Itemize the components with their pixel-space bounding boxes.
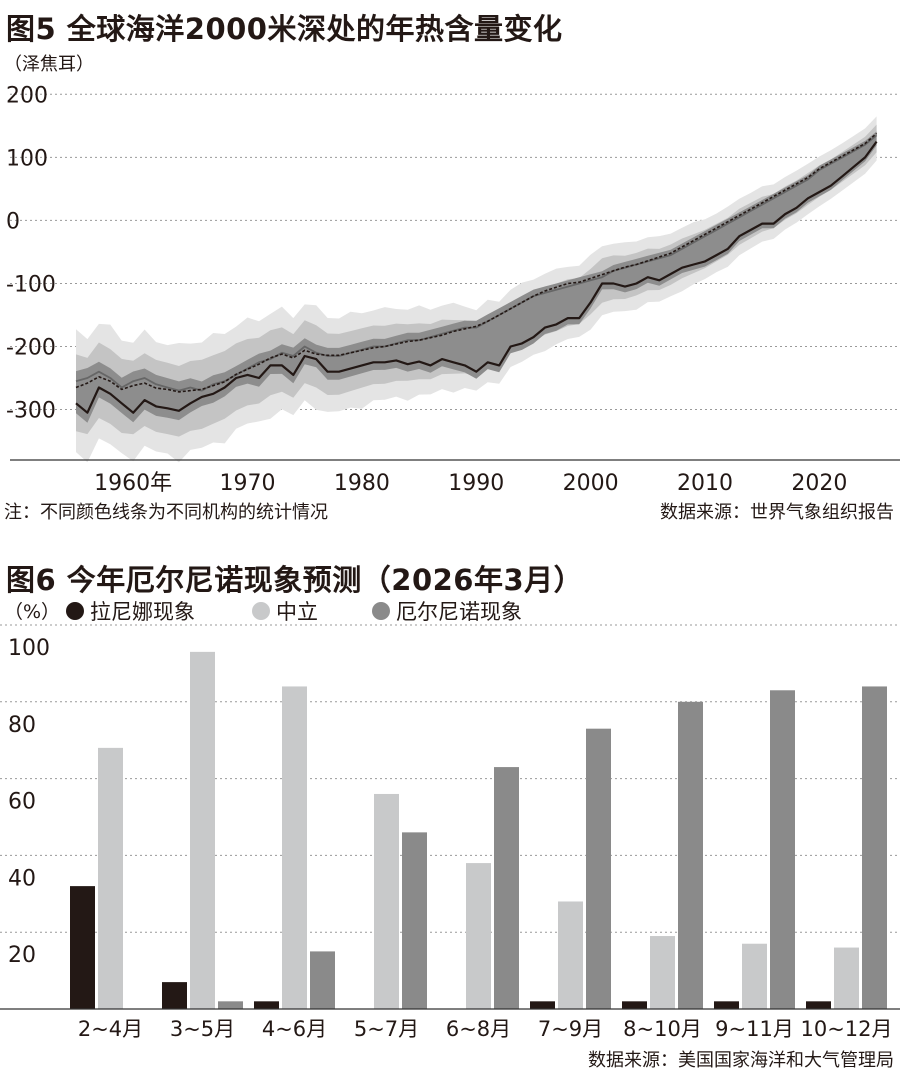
y-tick-label: 100 — [6, 146, 48, 171]
y-tick-label: -300 — [6, 399, 56, 424]
x-tick-label: 2010 — [677, 471, 733, 496]
y-tick-label: 0 — [6, 209, 20, 234]
el-nino-forecast-chart: （%） 拉尼娜现象 中立 厄尔尼诺现象 100 80 60 40 20 2~4月 3~5月 4~6月 5… — [0, 600, 900, 1041]
fig5-source: 数据来源：世界气象组织报告 — [660, 502, 894, 523]
legend-label: 厄尔尼诺现象 — [396, 600, 522, 624]
bar-neutral — [650, 936, 675, 1009]
bar-neutral — [374, 793, 399, 1009]
legend-swatch — [372, 602, 390, 620]
ocean-heat-chart: 200 100 0 -100 -200 -300 1960年 1970 1980 1990 2000… — [6, 83, 900, 496]
bar-lanina — [714, 1001, 739, 1009]
x-tick-label: 9~11月 — [715, 1017, 794, 1041]
bar-lanina — [530, 1001, 555, 1009]
bar-elnino — [402, 832, 427, 1009]
fig6-unit: （%） — [4, 601, 60, 623]
bar-neutral — [834, 947, 859, 1009]
bar-neutral — [282, 686, 307, 1009]
x-tick-label: 2000 — [563, 471, 619, 496]
x-tick-label: 2020 — [791, 471, 847, 496]
y-tick-label: -200 — [6, 336, 56, 361]
y-tick-label: 80 — [8, 713, 36, 738]
series-line-1 — [75, 140, 878, 414]
y-tick-label: 40 — [8, 866, 36, 891]
bar-neutral — [742, 943, 767, 1009]
x-tick-label: 1960年 — [94, 471, 172, 496]
bar-elnino — [218, 1001, 243, 1009]
bar-neutral — [190, 651, 215, 1009]
uncertainty-band-inner — [76, 131, 877, 423]
bar-lanina — [806, 1001, 831, 1009]
bar-lanina — [622, 1001, 647, 1009]
bar-lanina — [162, 982, 187, 1009]
bar-neutral — [466, 863, 491, 1009]
x-tick-label: 10~12月 — [800, 1017, 892, 1041]
x-tick-label: 1970 — [220, 471, 276, 496]
bar-elnino — [494, 767, 519, 1009]
fig5-title: 图5 全球海洋2000米深处的年热含量变化 — [6, 12, 563, 46]
bar-lanina — [70, 886, 95, 1009]
bar-elnino — [310, 951, 335, 1009]
x-tick-label: 3~5月 — [170, 1017, 235, 1041]
x-tick-label: 2~4月 — [78, 1017, 143, 1041]
x-tick-label: 1990 — [448, 471, 504, 496]
x-tick-label: 5~7月 — [354, 1017, 419, 1041]
y-tick-label: 100 — [8, 636, 50, 661]
bar-neutral — [558, 901, 583, 1009]
y-tick-label: -100 — [6, 272, 56, 297]
bar-elnino — [862, 686, 887, 1009]
fig5-unit: （泽焦耳） — [4, 54, 94, 75]
x-tick-label: 6~8月 — [446, 1017, 511, 1041]
bar-lanina — [254, 1001, 279, 1009]
x-tick-label: 1980 — [334, 471, 390, 496]
x-tick-label: 8~10月 — [623, 1017, 702, 1041]
fig6-source: 数据来源：美国国家海洋和大气管理局 — [588, 1050, 894, 1071]
x-tick-label: 7~9月 — [538, 1017, 603, 1041]
y-tick-label: 200 — [6, 83, 48, 108]
fig6-title: 图6 今年厄尔尼诺现象预测（2026年3月） — [6, 563, 584, 597]
bar-neutral — [98, 747, 123, 1009]
x-tick-label: 4~6月 — [262, 1017, 327, 1041]
y-tick-label: 20 — [8, 943, 36, 968]
series-line-3 — [75, 132, 878, 393]
bar-elnino — [586, 728, 611, 1009]
bar-elnino — [770, 690, 795, 1009]
fig5-note: 注：不同颜色线条为不同机构的统计情况 — [4, 502, 328, 523]
legend-swatch — [252, 602, 270, 620]
legend-label: 拉尼娜现象 — [90, 600, 195, 624]
legend-swatch — [66, 602, 84, 620]
bar-elnino — [678, 701, 703, 1009]
y-tick-label: 60 — [8, 790, 36, 815]
legend-label: 中立 — [276, 600, 318, 624]
